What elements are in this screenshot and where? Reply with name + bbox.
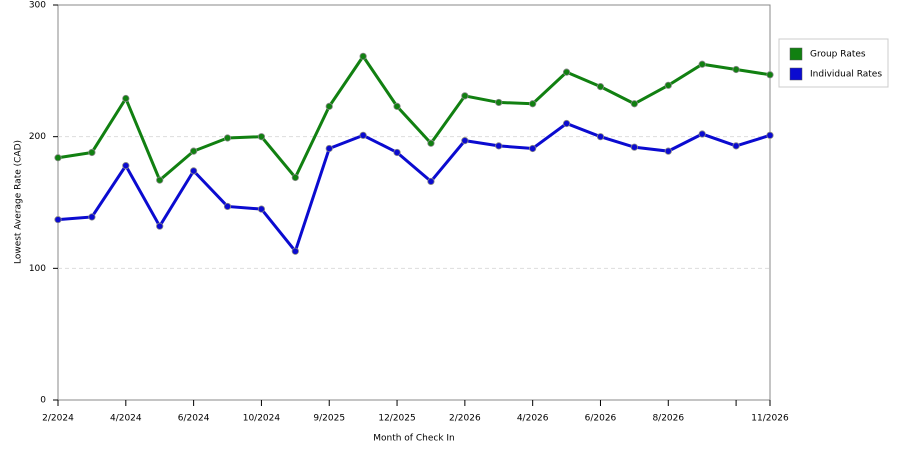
data-point bbox=[291, 173, 299, 182]
data-point bbox=[766, 71, 774, 79]
data-point bbox=[88, 148, 96, 157]
data-point bbox=[461, 92, 469, 100]
data-point bbox=[156, 222, 164, 230]
data-point bbox=[630, 100, 638, 108]
data-point bbox=[427, 177, 435, 186]
data-point bbox=[54, 216, 62, 224]
series-line bbox=[57, 53, 771, 183]
data-point bbox=[223, 202, 232, 211]
data-point bbox=[325, 144, 333, 153]
data-point bbox=[495, 98, 503, 107]
data-point bbox=[257, 133, 266, 141]
data-point bbox=[732, 142, 740, 150]
legend-swatch bbox=[789, 67, 803, 81]
data-point bbox=[393, 148, 401, 157]
x-tick-label: 2/2026 bbox=[449, 414, 481, 424]
data-point bbox=[325, 102, 333, 110]
data-point bbox=[359, 52, 367, 60]
data-point bbox=[664, 81, 672, 89]
x-tick-label: 6/2024 bbox=[178, 414, 210, 424]
data-point bbox=[427, 139, 435, 147]
data-point bbox=[257, 205, 266, 213]
x-tick-label: 10/2024 bbox=[243, 414, 281, 424]
y-axis-label: Lowest Average Rate (CAD) bbox=[14, 140, 24, 264]
legend-swatch bbox=[789, 47, 803, 61]
data-point bbox=[562, 119, 571, 128]
data-point bbox=[122, 162, 130, 170]
x-tick-label: 6/2026 bbox=[585, 414, 617, 424]
x-tick-label: 8/2026 bbox=[652, 414, 684, 424]
data-point bbox=[664, 147, 672, 155]
y-tick-label: 0 bbox=[40, 396, 46, 406]
data-point bbox=[698, 130, 706, 138]
x-tick-label: 9/2025 bbox=[313, 414, 345, 424]
data-point bbox=[190, 167, 198, 175]
y-tick-label: 200 bbox=[29, 132, 46, 142]
data-point bbox=[529, 100, 537, 108]
data-point bbox=[461, 137, 469, 145]
series-line bbox=[57, 121, 771, 255]
plot-frame bbox=[57, 4, 771, 401]
data-point bbox=[630, 143, 638, 151]
data-point bbox=[562, 68, 571, 76]
data-point bbox=[223, 134, 232, 142]
x-tick-label: 4/2024 bbox=[110, 414, 142, 424]
data-point bbox=[766, 131, 774, 139]
data-point bbox=[596, 83, 605, 91]
data-point bbox=[122, 94, 130, 103]
data-point bbox=[156, 176, 164, 184]
y-tick-label: 300 bbox=[29, 1, 46, 11]
data-point bbox=[54, 154, 62, 162]
data-point bbox=[732, 65, 740, 74]
x-tick-label: 12/2025 bbox=[378, 414, 415, 424]
data-point bbox=[698, 60, 706, 68]
legend-label: Group Rates bbox=[810, 50, 866, 60]
data-point bbox=[359, 131, 367, 139]
data-point bbox=[529, 144, 537, 153]
x-tick-label: 2/2024 bbox=[42, 414, 74, 424]
y-tick-label: 100 bbox=[29, 264, 46, 274]
data-point bbox=[495, 142, 503, 150]
legend-label: Individual Rates bbox=[810, 70, 882, 80]
data-point bbox=[88, 213, 96, 221]
data-point bbox=[291, 247, 299, 255]
data-point bbox=[393, 102, 401, 110]
data-point bbox=[596, 133, 605, 141]
x-tick-label: 4/2026 bbox=[517, 414, 549, 424]
data-point bbox=[190, 147, 198, 155]
x-tick-label: 11/2026 bbox=[751, 414, 789, 424]
x-axis-label: Month of Check In bbox=[373, 434, 455, 444]
